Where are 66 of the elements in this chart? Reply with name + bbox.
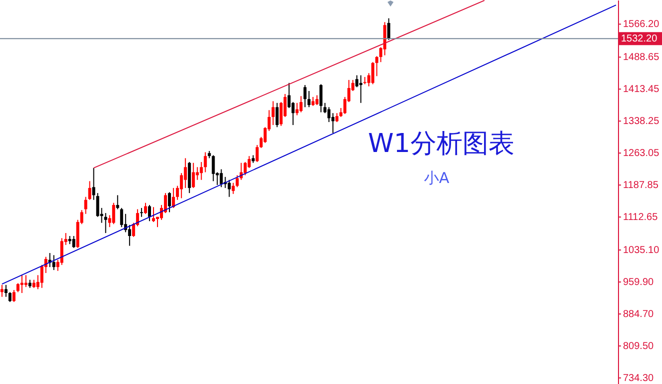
candlestick xyxy=(355,74,358,88)
candlestick xyxy=(331,112,334,134)
candlestick xyxy=(232,182,235,194)
candlestick xyxy=(288,82,291,109)
y-tick-label: 1488.65 xyxy=(623,52,660,64)
candlestick xyxy=(184,158,187,188)
annotation: 小A xyxy=(424,169,450,187)
candlestick xyxy=(371,62,374,85)
candlestick xyxy=(8,292,12,302)
candlestick xyxy=(244,162,247,176)
y-tick-label: 1338.25 xyxy=(623,116,660,128)
candlestick xyxy=(92,167,96,200)
y-tick-label: 734.30 xyxy=(623,372,654,384)
candlestick xyxy=(192,162,195,188)
candlestick xyxy=(323,102,326,114)
y-tick-label: 1566.20 xyxy=(623,19,660,30)
ref-line-label: 1532.20 xyxy=(621,34,658,45)
candlestick xyxy=(104,212,108,234)
annotation: W1分析图表 xyxy=(368,129,514,159)
candlestick xyxy=(60,238,64,266)
y-tick-label: 1035.10 xyxy=(623,245,660,256)
candlestick xyxy=(148,204,152,222)
y-tick-label: 1187.85 xyxy=(623,180,659,192)
candlestick xyxy=(256,144,259,163)
candlestick xyxy=(88,180,92,200)
y-tick-label: 884.70 xyxy=(623,308,654,320)
candlestick xyxy=(327,106,330,123)
candlestick xyxy=(96,192,100,218)
candlestick xyxy=(24,274,28,288)
candlestick xyxy=(228,179,231,198)
candlestick xyxy=(144,202,148,214)
candlestick xyxy=(315,94,318,106)
y-tick-label: 809.50 xyxy=(623,340,654,352)
candlestick xyxy=(84,196,88,214)
candlestick xyxy=(319,84,322,113)
candlestick xyxy=(168,192,171,213)
candlestick xyxy=(300,96,303,113)
candlestick xyxy=(296,102,299,116)
candlestick xyxy=(20,274,24,294)
candlestick xyxy=(375,56,378,77)
candlestick xyxy=(128,224,132,246)
candlestick xyxy=(220,168,223,188)
y-tick-label: 959.90 xyxy=(623,276,654,288)
candlestick xyxy=(304,84,307,108)
candlestick xyxy=(120,207,124,228)
candlestick xyxy=(0,284,4,298)
candlestick xyxy=(12,290,16,302)
candlestick xyxy=(116,194,120,210)
candlestick xyxy=(4,284,8,298)
y-tick-label: 1263.05 xyxy=(623,148,660,160)
candlestick xyxy=(52,254,56,271)
candlestick xyxy=(272,100,275,126)
candlestick xyxy=(236,174,239,188)
candlestick xyxy=(308,90,310,108)
candlestick xyxy=(359,74,362,104)
candlestick xyxy=(387,18,390,40)
candlestick xyxy=(212,154,215,182)
candlestick xyxy=(204,152,207,173)
candlestick xyxy=(72,236,76,248)
candlestick xyxy=(200,162,203,180)
candlestick xyxy=(112,202,116,225)
candlestick xyxy=(164,192,167,214)
y-tick-label: 1413.45 xyxy=(623,84,660,96)
candlestick xyxy=(276,102,279,128)
y-tick-label: 1112.65 xyxy=(623,212,658,224)
candlestick xyxy=(152,206,156,222)
